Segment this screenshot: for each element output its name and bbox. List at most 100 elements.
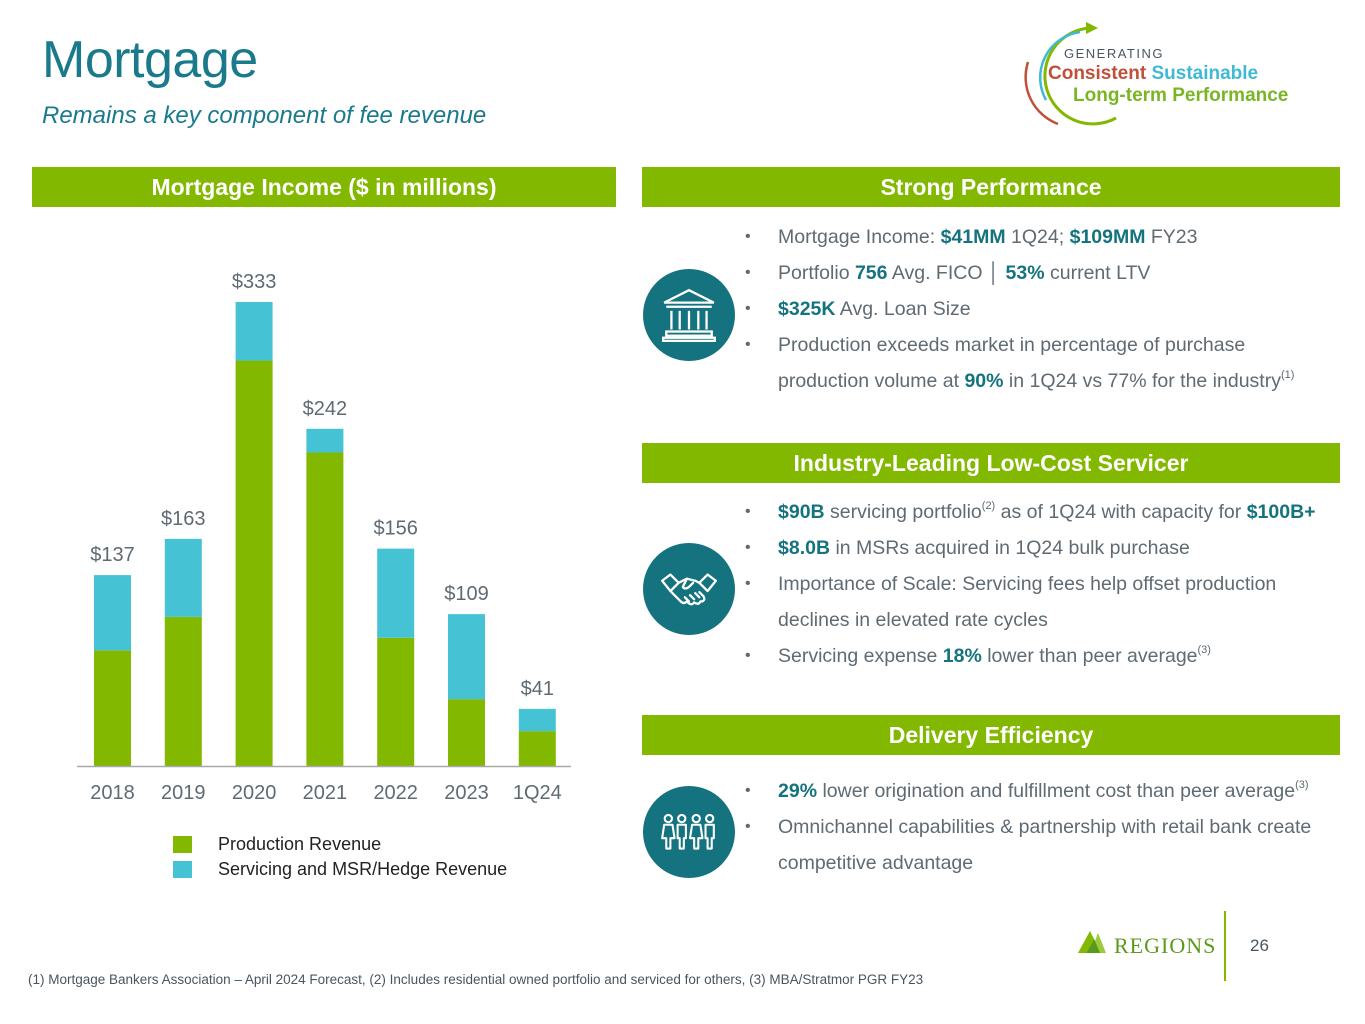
highlight-value: 53%	[1005, 262, 1045, 284]
bar-servicing-2023	[448, 614, 485, 700]
list-item: Servicing expense 18% lower than peer av…	[745, 638, 1345, 674]
list-item: Portfolio 756 Avg. FICO │ 53% current LT…	[745, 255, 1345, 291]
text: Portfolio	[778, 262, 855, 284]
legend-label-servicing: Servicing and MSR/Hedge Revenue	[218, 859, 508, 879]
x-tick-2019: 2019	[161, 782, 206, 804]
text: competitive advantage	[778, 852, 974, 874]
bar-servicing-2020	[235, 302, 273, 361]
highlight-value: 18%	[942, 645, 982, 667]
page-subtitle: Remains a key component of fee revenue	[42, 102, 487, 129]
mortgage-income-heading: Mortgage Income ($ in millions)	[32, 167, 616, 207]
text: as of 1Q24 with capacity for	[995, 501, 1247, 523]
text: Avg. FICO │	[887, 262, 1006, 284]
list-item-continuation: declines in elevated rate cycles	[745, 602, 1345, 638]
text: in 1Q24 vs 77% for the industry	[1003, 370, 1281, 392]
bar-production-1Q24	[518, 731, 556, 766]
highlight-value: $325K	[778, 298, 836, 320]
bar-servicing-2019	[164, 538, 202, 617]
text: Production exceeds market in percentage …	[778, 334, 1246, 356]
highlight-value: $41MM	[940, 226, 1006, 248]
bar-servicing-2021	[306, 428, 344, 453]
legend-swatch-production	[173, 836, 192, 853]
bar-production-2023	[448, 699, 485, 766]
handshake-icon	[643, 543, 735, 635]
text: Mortgage Income:	[778, 226, 941, 248]
logo-long-term: Long-term Performance	[1073, 85, 1289, 106]
text: Avg. Loan Size	[835, 298, 971, 320]
total-label-2021: $242	[303, 398, 348, 420]
people-group-icon	[643, 786, 735, 878]
logo-line-1: Consistent Sustainable	[1048, 63, 1258, 85]
logo-generating: GENERATING	[1064, 46, 1164, 61]
bar-production-2019	[164, 616, 202, 766]
list-item: Mortgage Income: $41MM 1Q24; $109MM FY23	[745, 219, 1345, 255]
page-title: Mortgage	[42, 31, 258, 89]
highlight-value: $8.0B	[778, 537, 831, 559]
total-label-2022: $156	[373, 518, 418, 540]
regions-wordmark: REGIONS	[1114, 933, 1216, 957]
bar-servicing-2022	[377, 548, 415, 638]
low-cost-servicer-heading: Industry-Leading Low-Cost Servicer	[642, 443, 1340, 483]
x-tick-2022: 2022	[373, 782, 418, 804]
logo-sustainable: Sustainable	[1151, 63, 1259, 84]
list-item: $325K Avg. Loan Size	[745, 291, 1345, 327]
delivery-list: 29% lower origination and fulfillment co…	[745, 773, 1345, 881]
regions-logo: REGIONS	[1078, 931, 1216, 957]
footnote-ref: (3)	[1295, 779, 1309, 791]
list-item-continuation: production volume at 90% in 1Q24 vs 77% …	[745, 363, 1345, 399]
generating-performance-logo	[1024, 22, 1117, 126]
x-tick-2018: 2018	[90, 782, 135, 804]
text: in MSRs acquired in 1Q24 bulk purchase	[830, 537, 1190, 559]
list-item: Omnichannel capabilities & partnership w…	[745, 809, 1345, 845]
x-tick-2020: 2020	[232, 782, 277, 804]
bar-production-2022	[377, 637, 415, 766]
total-label-2023: $109	[444, 583, 489, 605]
strong-performance-list: Mortgage Income: $41MM 1Q24; $109MM FY23…	[745, 219, 1345, 399]
list-item: $8.0B in MSRs acquired in 1Q24 bulk purc…	[745, 530, 1345, 566]
page-number: 26	[1250, 936, 1269, 955]
text: 1Q24;	[1005, 226, 1070, 248]
text: declines in elevated rate cycles	[778, 609, 1048, 631]
x-tick-1Q24: 1Q24	[513, 782, 562, 804]
highlight-value: $100B+	[1246, 501, 1316, 523]
bar-production-2021	[306, 452, 344, 766]
footnote-ref: (3)	[1197, 644, 1211, 656]
total-label-2018: $137	[90, 544, 135, 566]
text: servicing portfolio	[824, 501, 982, 523]
delivery-efficiency-heading: Delivery Efficiency	[642, 715, 1340, 755]
highlight-value: 90%	[964, 370, 1004, 392]
list-item-continuation: competitive advantage	[745, 845, 1345, 881]
footnote-ref: (1)	[1280, 369, 1295, 381]
logo-consistent: Consistent	[1048, 63, 1147, 84]
bar-servicing-1Q24	[518, 708, 556, 732]
bar-servicing-2018	[94, 575, 131, 651]
highlight-value: $90B	[778, 501, 825, 523]
servicer-list: $90B servicing portfolio(2) as of 1Q24 w…	[745, 494, 1345, 674]
bank-building-icon	[643, 269, 735, 361]
strong-performance-heading: Strong Performance	[642, 167, 1340, 207]
list-item: Production exceeds market in percentage …	[745, 327, 1345, 363]
footnote-ref: (2)	[981, 500, 996, 512]
legend-swatch-servicing	[173, 861, 192, 878]
x-tick-2021: 2021	[303, 782, 348, 804]
text: Importance of Scale: Servicing fees help…	[778, 573, 1277, 595]
x-tick-2023: 2023	[444, 782, 489, 804]
highlight-value: 29%	[778, 780, 818, 802]
bar-production-2020	[235, 360, 273, 766]
list-item: 29% lower origination and fulfillment co…	[745, 773, 1345, 809]
list-item: Importance of Scale: Servicing fees help…	[745, 566, 1345, 602]
footer-divider	[1224, 911, 1226, 981]
highlight-value: $109MM	[1069, 226, 1146, 248]
list-item: $90B servicing portfolio(2) as of 1Q24 w…	[745, 494, 1345, 530]
highlight-value: 756	[854, 262, 888, 284]
text: production volume at	[778, 370, 965, 392]
bar-production-2018	[94, 650, 131, 766]
text: FY23	[1145, 226, 1198, 248]
text: Servicing expense	[778, 645, 943, 667]
total-label-1Q24: $41	[521, 678, 554, 700]
footnote: (1) Mortgage Bankers Association – April…	[28, 972, 924, 987]
text: lower than peer average	[981, 645, 1198, 667]
legend-label-production: Production Revenue	[218, 834, 382, 854]
total-label-2020: $333	[232, 271, 277, 293]
text: Omnichannel capabilities & partnership w…	[778, 816, 1312, 838]
